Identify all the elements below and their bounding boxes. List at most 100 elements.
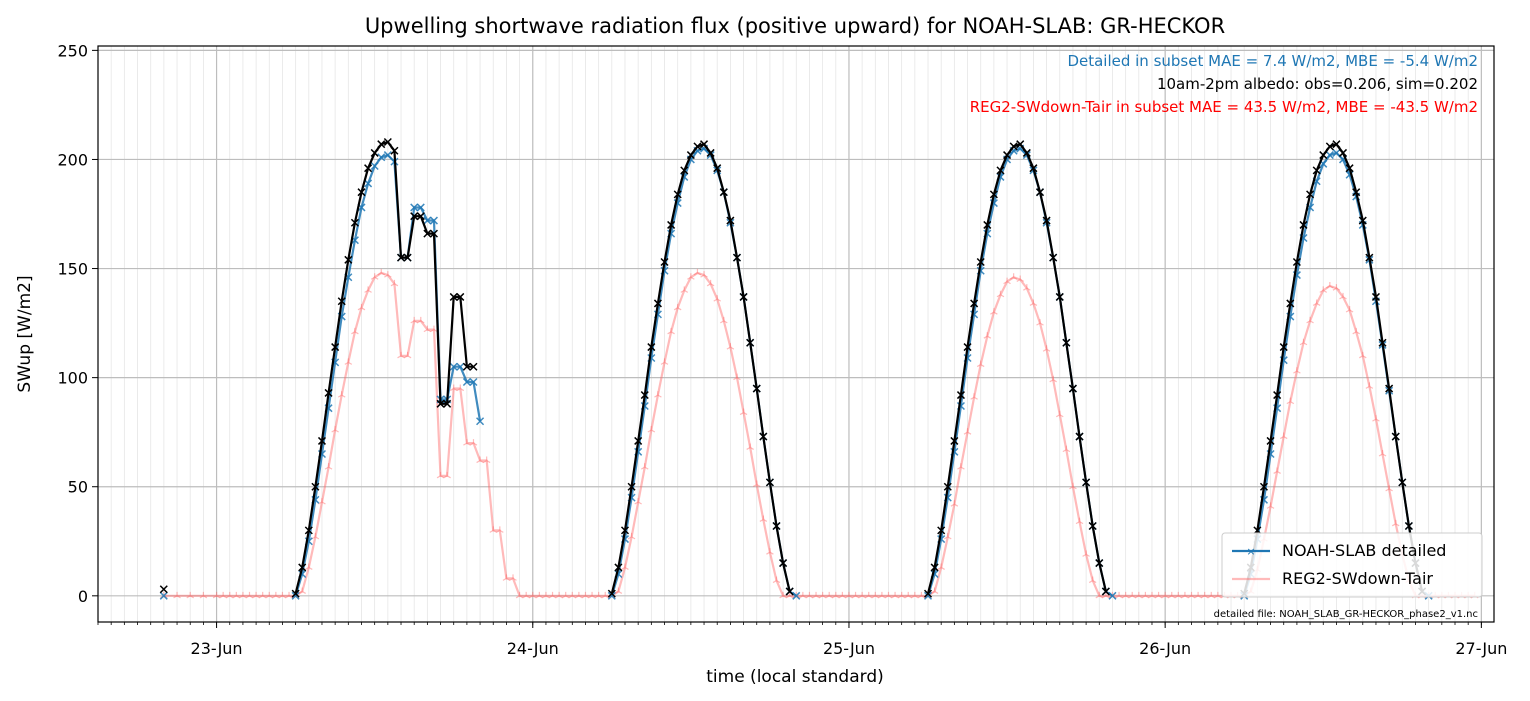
data-point (990, 308, 998, 315)
data-point (1385, 384, 1394, 393)
data-point (436, 399, 445, 408)
y-axis: 0 50 100 150 200 250 (57, 41, 98, 606)
data-point (1385, 484, 1393, 492)
data-point (1049, 253, 1058, 262)
data-point (1035, 188, 1045, 197)
data-point (1068, 384, 1077, 393)
data-point (403, 351, 412, 359)
data-point (304, 526, 313, 535)
data-point (878, 591, 886, 599)
data-point (1391, 519, 1400, 527)
data-point (719, 188, 728, 197)
data-point (416, 203, 425, 212)
data-point (1293, 367, 1301, 374)
data-point (443, 399, 452, 408)
data-point (983, 220, 992, 229)
y-axis-label: SWup [W/m2] (15, 275, 35, 392)
data-point (700, 271, 708, 278)
data-point (423, 216, 432, 225)
data-point (568, 591, 577, 599)
data-point (1266, 436, 1275, 445)
data-point (1259, 482, 1269, 491)
data-point (1042, 345, 1051, 352)
data-point (337, 297, 346, 306)
x-tick-label: 25-Jun (823, 639, 875, 658)
data-point (792, 591, 801, 600)
data-point (489, 526, 498, 533)
data-point (1003, 277, 1011, 285)
data-point (225, 591, 234, 599)
data-point (1075, 432, 1084, 441)
data-point (1194, 591, 1202, 599)
data-point (759, 515, 768, 522)
data-point (838, 591, 847, 599)
data-point (1214, 591, 1222, 599)
annotation-line: 10am-2pm albedo: obs=0.206, sim=0.202 (1157, 75, 1478, 93)
data-point (212, 591, 221, 599)
data-point (311, 482, 320, 491)
data-point (851, 591, 860, 599)
data-point (449, 362, 458, 371)
data-point (383, 137, 392, 147)
y-tick-label: 250 (57, 41, 88, 60)
data-point (1332, 284, 1341, 291)
data-point (337, 391, 346, 398)
data-point (1088, 576, 1097, 584)
data-point (1299, 338, 1308, 346)
data-point (364, 286, 372, 293)
data-point (772, 576, 781, 584)
data-point (976, 360, 985, 368)
data-point (476, 456, 484, 464)
data-point (937, 526, 946, 535)
data-point (713, 295, 721, 302)
data-point (561, 591, 570, 599)
data-point (976, 257, 985, 267)
data-point (1082, 478, 1091, 487)
data-point (654, 391, 662, 398)
data-point (436, 471, 445, 479)
data-point (173, 591, 181, 599)
data-point (456, 292, 465, 301)
data-point (1286, 299, 1295, 308)
data-point (528, 591, 537, 599)
annotation-line: Detailed in subset MAE = 7.4 W/m2, MBE =… (1067, 52, 1478, 70)
data-point (627, 482, 636, 491)
data-point (621, 563, 629, 570)
data-point (673, 303, 682, 311)
data-point (1121, 591, 1130, 599)
data-point (502, 574, 511, 581)
data-point (370, 148, 379, 157)
data-point (469, 362, 478, 371)
data-point (390, 146, 399, 155)
data-point (680, 166, 689, 175)
data-point (1062, 445, 1071, 453)
data-point (818, 591, 827, 599)
data-point (950, 436, 959, 445)
data-point (278, 591, 287, 599)
data-point (706, 148, 715, 157)
data-point (904, 591, 913, 599)
data-point (364, 179, 373, 188)
legend-label-noah: NOAH-SLAB detailed (1282, 541, 1446, 560)
data-point (410, 212, 419, 221)
series-1 (159, 268, 1479, 599)
data-point (1312, 299, 1321, 306)
data-point (396, 253, 406, 262)
data-point (1174, 591, 1183, 599)
data-point (923, 591, 933, 600)
data-point (1055, 292, 1064, 301)
grid (97, 46, 1494, 622)
series-line (294, 140, 474, 594)
data-point (542, 591, 550, 599)
data-point (199, 591, 208, 599)
data-point (1332, 140, 1341, 149)
data-point (660, 257, 669, 267)
data-point (496, 526, 504, 533)
data-point (752, 384, 761, 393)
data-point (1141, 591, 1150, 599)
data-point (930, 563, 939, 572)
data-point (324, 388, 333, 397)
data-point (963, 343, 972, 352)
data-point (1372, 415, 1380, 422)
data-point (1391, 432, 1400, 441)
